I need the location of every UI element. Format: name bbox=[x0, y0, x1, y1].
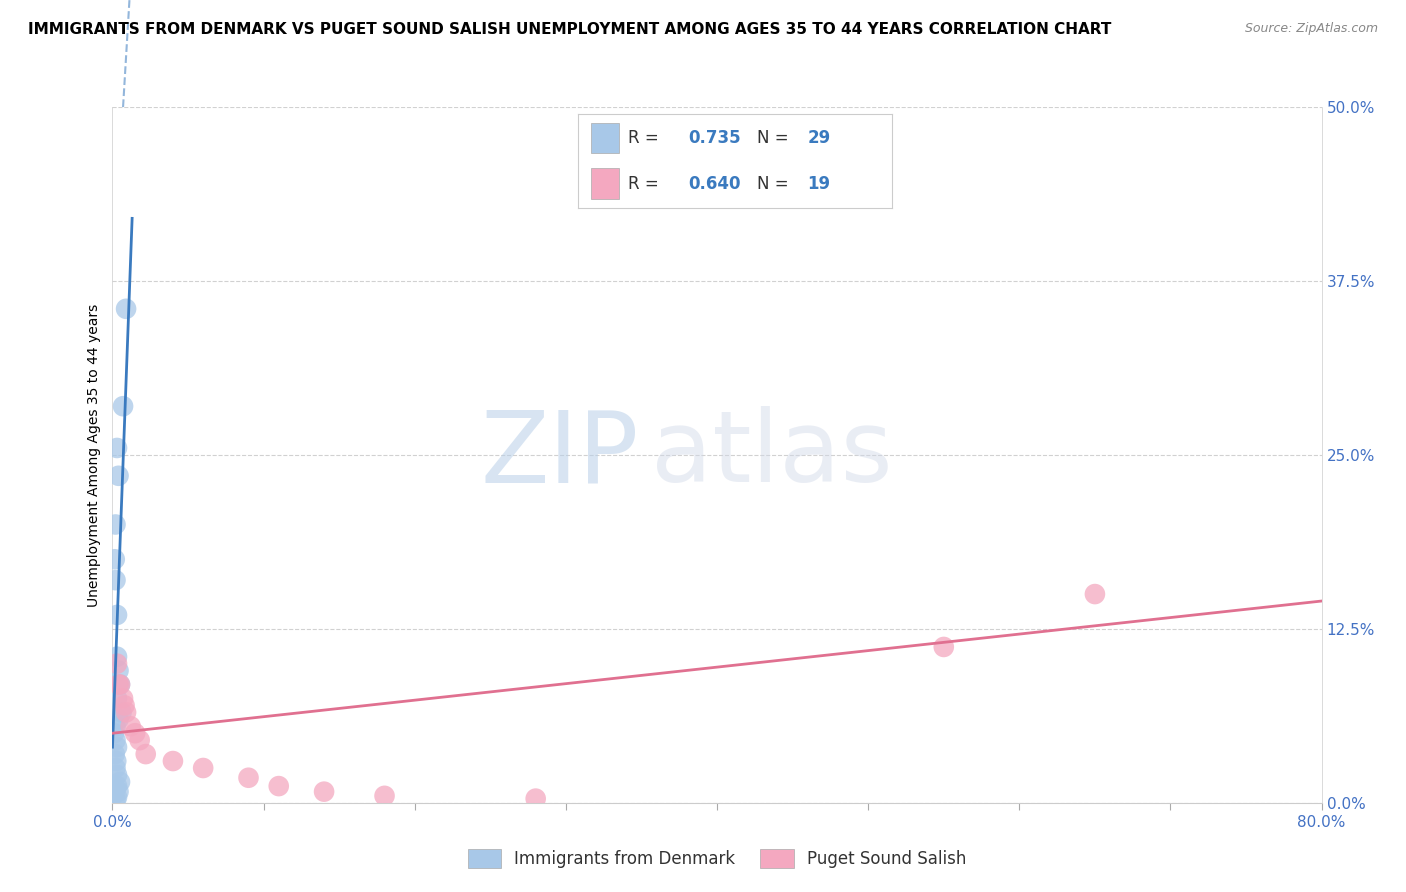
Point bbox=[105, 768, 128, 782]
Point bbox=[107, 712, 129, 726]
Point bbox=[104, 761, 127, 775]
Point bbox=[103, 788, 125, 802]
Point bbox=[104, 517, 127, 532]
Point bbox=[267, 779, 290, 793]
Point bbox=[105, 754, 128, 768]
Point bbox=[105, 779, 128, 793]
Point bbox=[120, 719, 142, 733]
Point bbox=[932, 640, 955, 654]
Point bbox=[104, 747, 127, 761]
Text: IMMIGRANTS FROM DENMARK VS PUGET SOUND SALISH UNEMPLOYMENT AMONG AGES 35 TO 44 Y: IMMIGRANTS FROM DENMARK VS PUGET SOUND S… bbox=[28, 22, 1112, 37]
Point bbox=[105, 441, 128, 455]
Point bbox=[107, 664, 129, 678]
Point bbox=[108, 677, 131, 691]
Point bbox=[112, 399, 135, 413]
Point bbox=[105, 657, 128, 671]
Point bbox=[104, 793, 127, 807]
Point bbox=[105, 649, 128, 664]
Text: atlas: atlas bbox=[651, 407, 893, 503]
Point bbox=[107, 468, 129, 483]
Point bbox=[107, 677, 129, 691]
Point bbox=[104, 781, 127, 796]
Text: Source: ZipAtlas.com: Source: ZipAtlas.com bbox=[1244, 22, 1378, 36]
Point bbox=[105, 740, 128, 755]
Point bbox=[128, 733, 150, 747]
Legend: Immigrants from Denmark, Puget Sound Salish: Immigrants from Denmark, Puget Sound Sal… bbox=[461, 842, 973, 874]
Point bbox=[238, 771, 260, 785]
Point bbox=[110, 706, 132, 720]
Point bbox=[105, 790, 128, 805]
Point bbox=[124, 726, 146, 740]
Point bbox=[135, 747, 157, 761]
Point bbox=[114, 698, 136, 713]
Point bbox=[108, 775, 131, 789]
Point bbox=[104, 733, 127, 747]
Point bbox=[162, 754, 184, 768]
Point bbox=[108, 677, 131, 691]
Text: ZIP: ZIP bbox=[479, 407, 638, 503]
Point bbox=[115, 301, 138, 316]
Point bbox=[191, 761, 214, 775]
Point bbox=[374, 789, 396, 803]
Point bbox=[105, 607, 128, 622]
Point bbox=[104, 719, 127, 733]
Point bbox=[314, 785, 336, 799]
Y-axis label: Unemployment Among Ages 35 to 44 years: Unemployment Among Ages 35 to 44 years bbox=[87, 303, 101, 607]
Point bbox=[104, 552, 127, 566]
Point bbox=[104, 573, 127, 587]
Point bbox=[105, 691, 128, 706]
Point bbox=[115, 706, 138, 720]
Point bbox=[1084, 587, 1107, 601]
Point bbox=[524, 791, 547, 805]
Point bbox=[107, 785, 129, 799]
Point bbox=[103, 726, 125, 740]
Point bbox=[112, 691, 135, 706]
